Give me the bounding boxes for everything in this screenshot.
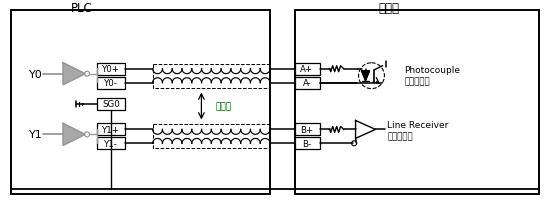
Polygon shape: [63, 63, 85, 85]
Circle shape: [85, 132, 90, 137]
Bar: [295, 124, 320, 136]
Text: B+: B+: [300, 125, 313, 134]
Text: 输入之配线: 输入之配线: [387, 131, 413, 140]
Bar: [295, 138, 320, 150]
Text: 双绞线: 双绞线: [215, 102, 232, 111]
Text: B-: B-: [302, 139, 311, 148]
Bar: [97, 98, 125, 110]
Polygon shape: [361, 71, 370, 81]
Text: Y1: Y1: [29, 130, 43, 140]
Bar: [153, 64, 270, 88]
Bar: [97, 77, 125, 89]
Text: Y1+: Y1+: [102, 125, 120, 134]
Text: PLC: PLC: [71, 2, 93, 14]
Circle shape: [85, 72, 90, 77]
Polygon shape: [355, 121, 376, 139]
Text: 驱动器: 驱动器: [379, 2, 400, 14]
Bar: [153, 125, 270, 149]
Bar: [97, 63, 125, 75]
Bar: [295, 63, 320, 75]
Text: Line Receiver: Line Receiver: [387, 120, 449, 129]
Text: A-: A-: [302, 79, 311, 88]
Text: Y0: Y0: [29, 69, 43, 79]
Text: Y0+: Y0+: [102, 65, 120, 74]
Bar: [97, 124, 125, 136]
Bar: [295, 77, 320, 89]
Text: Photocouple: Photocouple: [404, 66, 460, 75]
Polygon shape: [63, 124, 85, 146]
Text: SG0: SG0: [102, 100, 120, 109]
Bar: [97, 138, 125, 150]
Text: Y1-: Y1-: [104, 139, 118, 148]
Text: Y0-: Y0-: [104, 79, 118, 88]
Text: 输入之配线: 输入之配线: [404, 77, 430, 86]
Circle shape: [351, 141, 356, 146]
Text: A+: A+: [300, 65, 313, 74]
